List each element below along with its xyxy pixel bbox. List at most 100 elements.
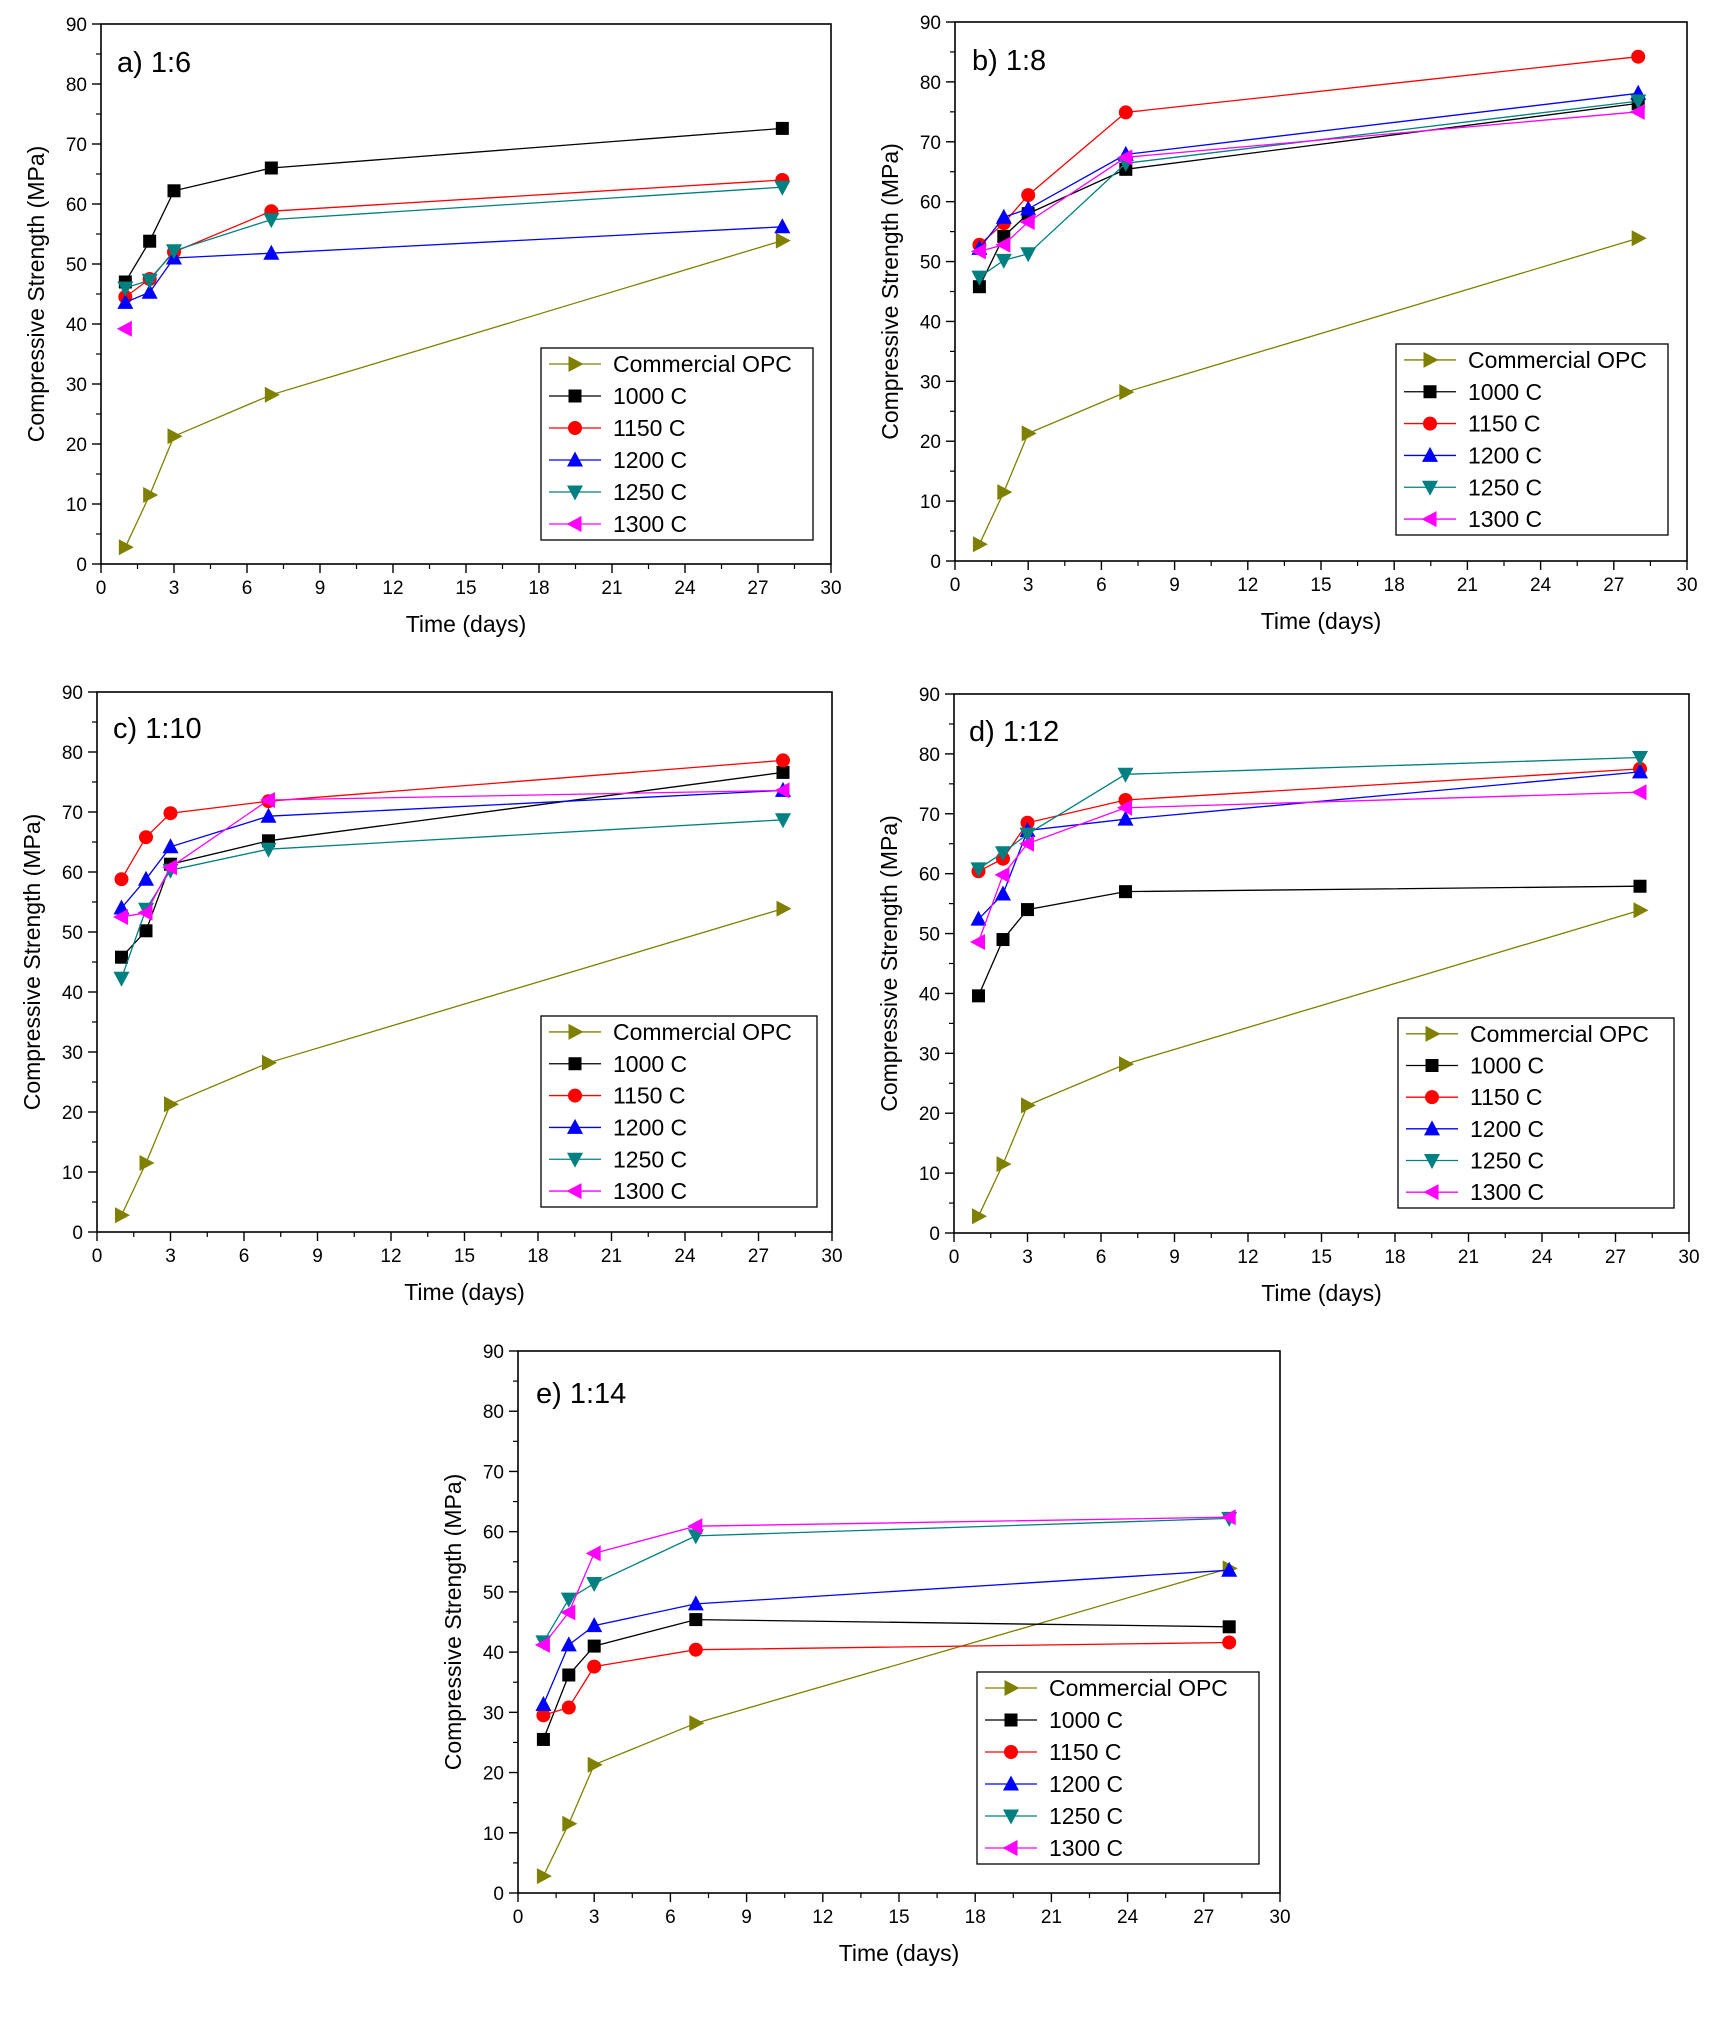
data-point-1250-c xyxy=(971,270,988,286)
x-tick-label: 30 xyxy=(821,1246,842,1267)
y-tick-label: 10 xyxy=(919,1164,940,1185)
chart-panel-3: 0 3 6 9 12 15 18 21 24 27 30 0 10 20 30 40 50 60 70 80 90 Tim… xyxy=(19,683,843,1305)
data-point-commercial-opc xyxy=(139,1155,155,1171)
x-tick-label: 24 xyxy=(1530,575,1552,596)
x-tick-label: 15 xyxy=(454,1246,475,1267)
x-tick-label: 18 xyxy=(527,1246,548,1267)
data-point-1250-c xyxy=(775,813,791,829)
y-tick-label: 60 xyxy=(483,1523,504,1544)
y-tick-label: 60 xyxy=(919,865,940,886)
legend-marker-1150-c xyxy=(1423,416,1437,431)
y-tick-label: 80 xyxy=(483,1402,504,1423)
legend: Commercial OPC 1000 C 1150 C 1200 C 1250 C 13… xyxy=(976,1671,1260,1865)
series-1250-c xyxy=(535,1511,1238,1651)
legend-label: 1300 C xyxy=(613,511,687,537)
x-tick-label: 3 xyxy=(1023,575,1034,596)
y-tick-label: 10 xyxy=(483,1824,504,1845)
x-tick-label: 9 xyxy=(312,1246,323,1267)
data-point-1000-c xyxy=(996,933,1010,947)
y-axis-label: Compressive Strength (MPa) xyxy=(23,146,49,443)
x-tick-label: 6 xyxy=(239,1246,250,1267)
series-1200-c xyxy=(117,218,791,309)
data-point-1000-c xyxy=(115,950,128,964)
data-point-1150-c xyxy=(1222,1635,1237,1650)
y-tick-label: 60 xyxy=(66,195,87,216)
y-axis-label: Compressive Strength (MPa) xyxy=(877,143,903,440)
series-1300-c xyxy=(970,103,1645,260)
x-tick-label: 12 xyxy=(1237,575,1258,596)
y-tick-label: 70 xyxy=(62,803,83,824)
data-point-commercial-opc xyxy=(1119,1056,1134,1073)
series-1000-c xyxy=(972,879,1647,1003)
panel-title: c) 1:10 xyxy=(113,713,202,745)
data-point-1250-c xyxy=(1630,94,1647,110)
series-1300-c xyxy=(970,784,1647,950)
legend-label: 1000 C xyxy=(1468,379,1542,405)
x-tick-label: 18 xyxy=(528,578,549,599)
legend-label: Commercial OPC xyxy=(1049,1675,1228,1701)
legend-marker-1200-c xyxy=(1422,446,1438,462)
data-point-1250-c xyxy=(774,180,791,196)
series-line-1150-c xyxy=(978,56,1639,246)
y-tick-label: 0 xyxy=(76,555,87,576)
legend-label: Commercial OPC xyxy=(1468,347,1647,373)
y-tick-label: 80 xyxy=(62,743,83,764)
y-tick-label: 20 xyxy=(66,435,87,456)
data-point-1250-c xyxy=(687,1529,704,1545)
x-tick-label: 6 xyxy=(1096,1247,1107,1268)
y-tick-label: 50 xyxy=(920,253,941,274)
data-point-1150-c xyxy=(163,806,178,821)
chart-panel-2: 0 3 6 9 12 15 18 21 24 27 30 0 10 20 30 40 50 60 70 80 90 Tim… xyxy=(877,13,1698,634)
series-1300-c xyxy=(113,782,790,925)
y-tick-label: 10 xyxy=(62,1163,83,1184)
panel-title: e) 1:14 xyxy=(536,1378,626,1410)
data-point-commercial-opc xyxy=(776,900,792,917)
data-point-1250-c xyxy=(141,273,158,289)
data-point-commercial-opc xyxy=(115,1207,130,1224)
legend-label: 1250 C xyxy=(613,1146,687,1172)
y-tick-label: 50 xyxy=(483,1583,504,1604)
data-point-1300-c xyxy=(534,1636,550,1653)
y-tick-label: 50 xyxy=(919,925,940,946)
x-tick-label: 3 xyxy=(169,578,180,599)
data-point-1150-c xyxy=(688,1642,703,1657)
legend-marker-1300-c xyxy=(1421,511,1437,528)
x-axis-label: Time (days) xyxy=(839,1940,960,1966)
data-point-1000-c xyxy=(1021,903,1034,917)
data-point-commercial-opc xyxy=(264,386,280,403)
data-point-commercial-opc xyxy=(587,1756,603,1773)
data-point-1150-c xyxy=(1021,188,1036,203)
data-point-1000-c xyxy=(689,1613,703,1627)
legend-marker-1200-c xyxy=(567,1118,583,1134)
legend-marker-1250-c xyxy=(1422,480,1438,496)
data-point-1300-c xyxy=(113,909,128,925)
legend-label: 1200 C xyxy=(613,1114,687,1140)
legend-marker-commercial-opc xyxy=(568,1023,584,1040)
data-point-1000-c xyxy=(536,1732,550,1746)
legend-label: 1200 C xyxy=(1049,1771,1123,1797)
data-point-1200-c xyxy=(138,870,154,886)
x-axis-label: Time (days) xyxy=(1261,608,1382,634)
legend-marker-1200-c xyxy=(1424,1120,1440,1136)
legend: Commercial OPC 1000 C 1150 C 1200 C 1250 C 13… xyxy=(540,1015,818,1208)
data-point-commercial-opc xyxy=(1119,384,1135,401)
y-tick-label: 90 xyxy=(919,685,940,706)
legend-label: Commercial OPC xyxy=(613,351,792,377)
data-point-commercial-opc xyxy=(972,1208,987,1225)
legend-label: 1150 C xyxy=(1468,411,1540,437)
x-tick-label: 15 xyxy=(888,1907,909,1928)
data-point-1000-c xyxy=(776,765,790,779)
data-point-commercial-opc xyxy=(996,1156,1012,1173)
legend-label: 1250 C xyxy=(1468,474,1542,500)
data-point-1150-c xyxy=(776,753,790,768)
x-tick-label: 21 xyxy=(1458,1247,1479,1268)
data-point-1250-c xyxy=(113,971,130,987)
legend-label: 1250 C xyxy=(1470,1148,1544,1174)
data-point-commercial-opc xyxy=(972,536,988,553)
x-tick-label: 0 xyxy=(92,1246,103,1267)
data-point-1000-c xyxy=(1633,879,1647,893)
data-point-1300-c xyxy=(994,866,1010,883)
legend-label: 1000 C xyxy=(613,383,687,409)
data-point-1150-c xyxy=(536,1708,551,1723)
legend-box xyxy=(1397,1017,1675,1209)
